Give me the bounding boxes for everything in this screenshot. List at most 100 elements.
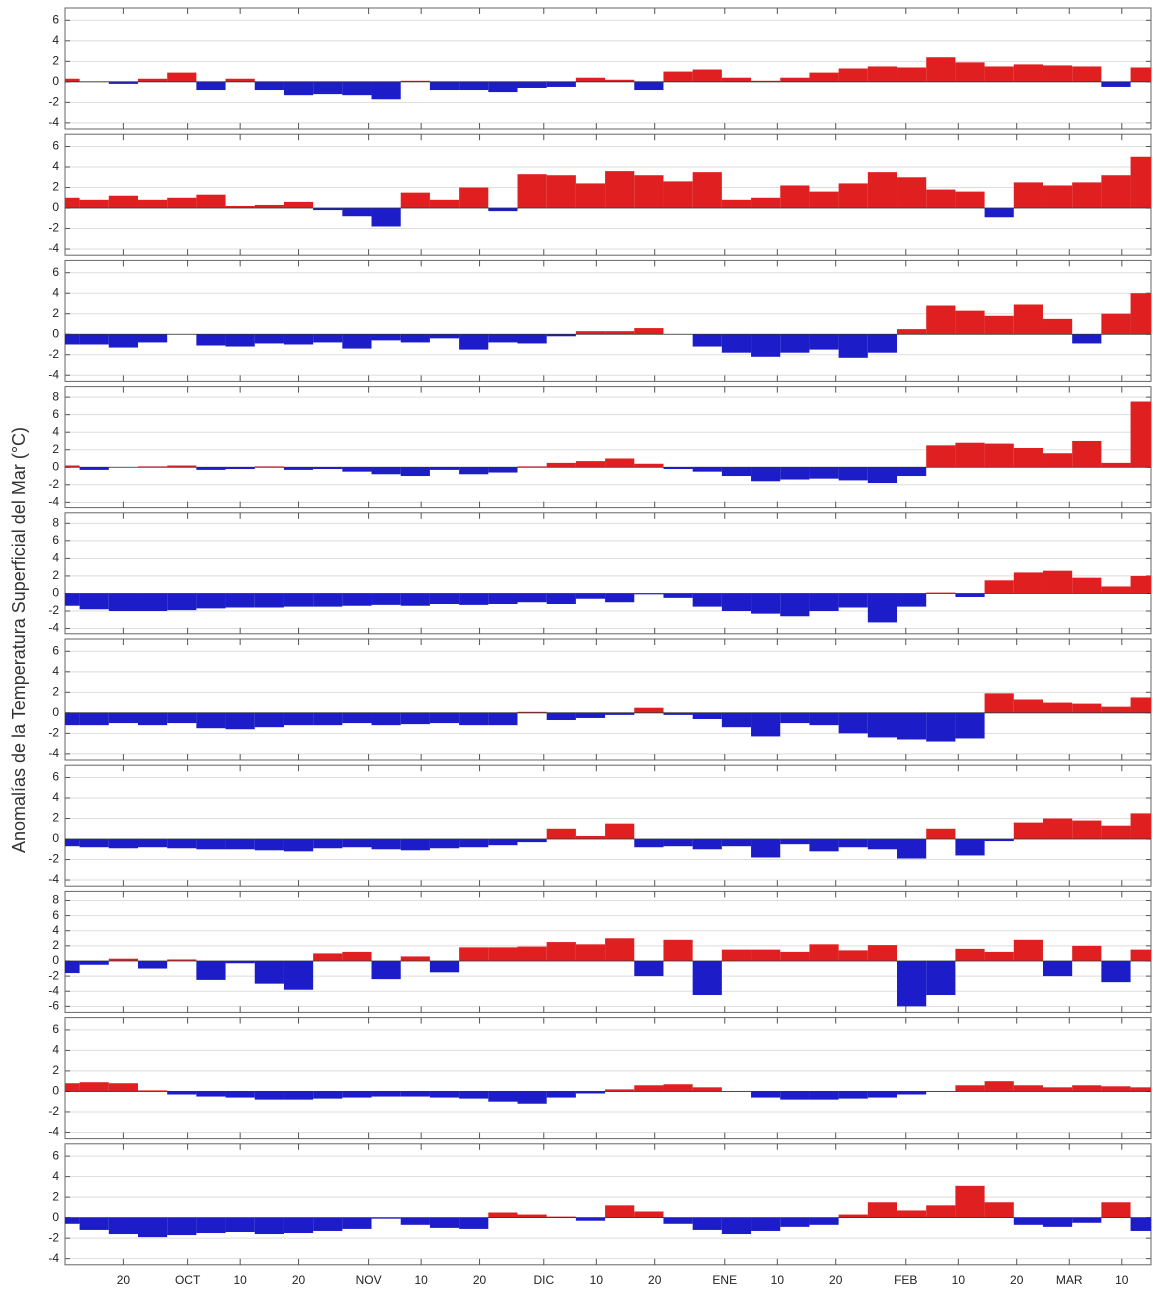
bar — [137, 712, 168, 726]
bar — [1072, 66, 1102, 82]
bar — [254, 960, 284, 984]
bar — [371, 593, 401, 605]
bar — [897, 177, 927, 209]
x-tick-label: 10 — [590, 1273, 604, 1287]
bar — [546, 828, 576, 840]
y-tick-label: 4 — [52, 285, 59, 299]
bar — [488, 1212, 518, 1218]
bar — [459, 947, 489, 961]
bar — [838, 1214, 868, 1218]
bar — [546, 1091, 576, 1098]
bar — [721, 199, 752, 209]
bar — [751, 197, 781, 209]
bar — [167, 72, 197, 82]
bar — [1101, 960, 1131, 983]
y-tick-label: 2 — [52, 306, 59, 320]
bar — [780, 593, 810, 617]
bar — [65, 712, 80, 726]
y-tick-label: 2 — [52, 938, 59, 952]
bar — [342, 839, 372, 848]
bar — [65, 593, 80, 606]
bar — [1013, 699, 1043, 713]
y-tick-label: 2 — [52, 1063, 59, 1077]
bar — [897, 712, 927, 740]
bar — [371, 960, 401, 980]
bar — [1042, 702, 1073, 713]
bar — [342, 334, 372, 349]
bar — [634, 593, 664, 595]
bar — [984, 839, 1014, 842]
x-tick-label: ENE — [712, 1273, 737, 1287]
bar — [313, 839, 343, 849]
bar — [400, 956, 430, 961]
x-tick-label: NOV — [356, 1273, 382, 1287]
bar — [225, 1217, 255, 1232]
y-tick-label: -2 — [48, 221, 59, 235]
bar — [1072, 820, 1102, 840]
bar — [867, 334, 898, 353]
x-tick-label: 20 — [292, 1273, 306, 1287]
y-tick-label: -4 — [48, 241, 59, 255]
bar — [575, 1091, 606, 1094]
bar — [1013, 1085, 1043, 1092]
bar — [313, 593, 343, 607]
y-tick-label: 4 — [52, 159, 59, 173]
bar — [65, 1083, 80, 1092]
bar — [867, 172, 898, 209]
bar — [751, 949, 781, 961]
bar — [634, 463, 664, 468]
bar — [575, 461, 606, 468]
bar — [663, 593, 693, 598]
bar — [838, 712, 868, 734]
bar — [897, 1210, 927, 1218]
x-tick-label: FEB — [894, 1273, 917, 1287]
bar — [1013, 939, 1043, 961]
bar — [926, 1205, 956, 1218]
bar — [79, 839, 109, 848]
y-tick-label: -4 — [48, 495, 59, 509]
bar — [313, 1091, 343, 1099]
y-tick-label: -4 — [48, 1251, 59, 1265]
bar — [984, 1202, 1014, 1218]
bar — [65, 197, 80, 209]
bar — [517, 1214, 547, 1218]
bar — [137, 78, 168, 82]
bar — [1072, 1085, 1102, 1092]
bar — [1101, 1202, 1131, 1218]
bar — [400, 712, 430, 725]
bar — [634, 839, 664, 848]
bar — [225, 78, 255, 82]
bar — [1101, 586, 1131, 594]
bar — [459, 467, 489, 475]
bar — [1042, 818, 1073, 840]
bar — [867, 1091, 898, 1098]
bar — [721, 467, 752, 477]
bar — [1130, 156, 1151, 209]
bar — [371, 839, 401, 850]
bar — [429, 467, 460, 470]
bar — [137, 1090, 168, 1092]
bar — [254, 1217, 284, 1235]
bar — [926, 445, 956, 468]
bar — [1101, 706, 1131, 713]
bar — [400, 593, 430, 606]
y-tick-label: 6 — [52, 1148, 59, 1162]
bar — [167, 1091, 197, 1095]
bar — [283, 712, 314, 726]
bar — [838, 467, 868, 481]
bar — [809, 712, 839, 726]
bar — [955, 839, 985, 856]
bar — [605, 712, 635, 715]
x-tick-label: 20 — [473, 1273, 487, 1287]
bar — [517, 466, 547, 468]
y-tick-label: -4 — [48, 983, 59, 997]
bar — [1013, 1217, 1043, 1225]
bar — [65, 465, 80, 468]
y-tick-label: 4 — [52, 33, 59, 47]
bar — [1072, 577, 1102, 594]
panel-frame — [64, 764, 1152, 887]
bar — [605, 1205, 635, 1218]
y-tick-label: 6 — [52, 643, 59, 657]
bar — [488, 208, 518, 212]
bar — [897, 67, 927, 82]
